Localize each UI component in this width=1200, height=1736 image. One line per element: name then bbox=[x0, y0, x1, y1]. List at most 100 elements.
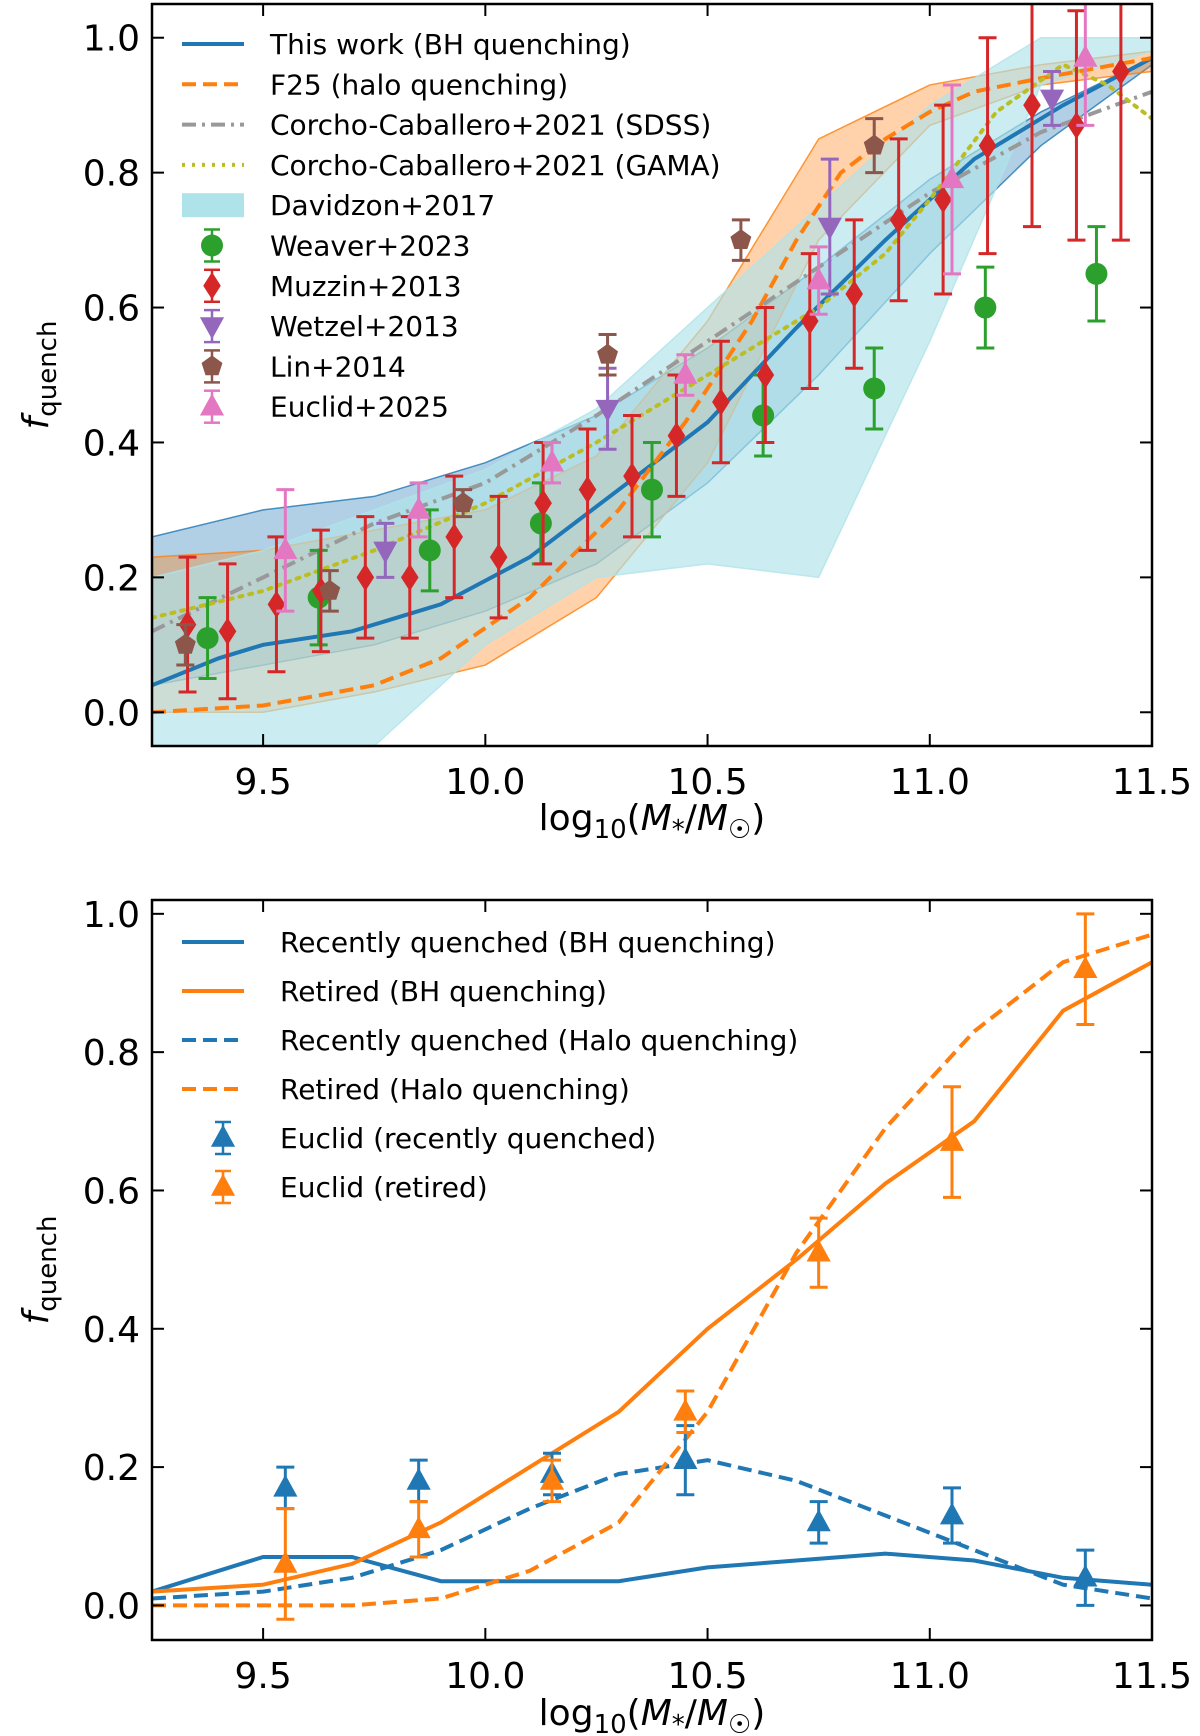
y-tick-label: 0.6 bbox=[83, 289, 140, 330]
legend-item-f25-halo-quenching: F25 (halo quenching) bbox=[182, 68, 568, 101]
y-tick-label: 0.0 bbox=[83, 693, 140, 734]
y-tick-label: 0.4 bbox=[83, 423, 140, 464]
data-point-euclid-2025 bbox=[273, 537, 298, 560]
legend-label: Retired (Halo quenching) bbox=[280, 1073, 630, 1106]
series-line-f25-halo-quenching bbox=[152, 56, 1152, 715]
data-point-euclid-retired bbox=[673, 1398, 698, 1421]
y-tick-label: 0.4 bbox=[83, 1310, 140, 1351]
legend-marker bbox=[201, 355, 223, 376]
x-tick-label: 10.0 bbox=[445, 762, 525, 803]
data-point-weaver-2023 bbox=[529, 512, 552, 535]
data-point-weaver-2023 bbox=[418, 539, 441, 562]
data-point-weaver-2023 bbox=[641, 478, 663, 501]
x-tick-label: 11.0 bbox=[890, 1656, 970, 1697]
data-point-lin-2014 bbox=[730, 229, 752, 249]
data-point-euclid-retired bbox=[406, 1516, 431, 1539]
legend-label: Retired (BH quenching) bbox=[280, 975, 607, 1008]
x-tick-label: 9.5 bbox=[234, 762, 291, 803]
legend-item-euclid-2025: Euclid+2025 bbox=[199, 389, 449, 424]
x-tick-label: 11.0 bbox=[890, 762, 970, 803]
x-tick-label: 10.5 bbox=[667, 762, 747, 803]
legend-swatch bbox=[182, 193, 244, 218]
series-line-retired-bh-quenching bbox=[152, 960, 1152, 1594]
y-axis-label: fquench bbox=[16, 321, 63, 430]
legend-label: Davidzon+2017 bbox=[270, 189, 495, 222]
data-point-muzzin-2013 bbox=[934, 185, 952, 214]
data-point-euclid-recently-quenched bbox=[806, 1509, 831, 1532]
data-point-muzzin-2013 bbox=[756, 361, 775, 389]
legend-label: F25 (halo quenching) bbox=[270, 68, 568, 101]
legend-label: Corcho-Caballero+2021 (SDSS) bbox=[270, 109, 711, 142]
legend-item-this-work-bh-quenching: This work (BH quenching) bbox=[182, 28, 631, 61]
legend-item-retired-bh-quenching: Retired (BH quenching) bbox=[182, 975, 607, 1008]
x-axis-label: log10(M*/M☉) bbox=[539, 798, 766, 845]
legend-label: Lin+2014 bbox=[270, 350, 406, 383]
legend-label: Euclid (recently quenched) bbox=[280, 1122, 656, 1155]
data-point-muzzin-2013 bbox=[578, 475, 597, 504]
x-tick-label: 10.5 bbox=[667, 1656, 747, 1697]
data-point-euclid-recently-quenched bbox=[673, 1446, 698, 1469]
x-tick-label: 9.5 bbox=[234, 1656, 291, 1697]
data-point-euclid-2025 bbox=[406, 496, 431, 519]
y-tick-label: 0.8 bbox=[83, 154, 140, 195]
data-point-euclid-2025 bbox=[806, 267, 831, 290]
axes-frame bbox=[150, 2, 1154, 748]
data-point-muzzin-2013 bbox=[978, 131, 997, 160]
data-point-euclid-recently-quenched bbox=[939, 1502, 965, 1525]
legend-marker bbox=[210, 1124, 236, 1147]
y-axis-label: fquench bbox=[16, 1216, 63, 1325]
series-line-retired-halo-quenching bbox=[152, 932, 1152, 1608]
legend-item-weaver-2023: Weaver+2023 bbox=[201, 228, 470, 263]
x-axis-label: log10(M*/M☉) bbox=[539, 1693, 766, 1736]
top-panel: 9.5 10.0 10.5 11.0 11.5 0.0 0.2 0.4 0.6 0.8 1.0 log… bbox=[16, 2, 1192, 845]
legend-item-recently-quenched-bh-quenching: Recently quenched (BH quenching) bbox=[182, 926, 776, 959]
data-point-euclid-recently-quenched bbox=[273, 1474, 298, 1497]
data-point-muzzin-2013 bbox=[1112, 57, 1130, 86]
axes-frame bbox=[150, 898, 1154, 1642]
y-tick-label: 1.0 bbox=[83, 895, 140, 936]
legend-label: Recently quenched (BH quenching) bbox=[280, 926, 776, 959]
y-tick-label: 0.2 bbox=[83, 1448, 140, 1489]
legend-item-wetzel-2013: Wetzel+2013 bbox=[199, 308, 459, 344]
x-tick-label: 11.5 bbox=[1112, 762, 1192, 803]
data-point-euclid-retired bbox=[939, 1128, 965, 1151]
legend-label: Euclid+2025 bbox=[270, 391, 449, 424]
x-tick-label: 10.0 bbox=[445, 1656, 525, 1697]
data-point-muzzin-2013 bbox=[712, 388, 730, 416]
legend-marker bbox=[199, 317, 225, 340]
legend-item-euclid-retired: Euclid (retired) bbox=[210, 1169, 488, 1205]
data-point-muzzin-2013 bbox=[400, 563, 419, 592]
legend: Recently quenched (BH quenching) Retired … bbox=[182, 926, 798, 1205]
data-point-lin-2014 bbox=[597, 343, 619, 364]
data-point-euclid-2025 bbox=[673, 361, 698, 384]
bottom-panel: 9.5 10.0 10.5 11.0 11.5 0.0 0.2 0.4 0.6 0.8 1.0 log… bbox=[16, 895, 1192, 1736]
plot-area bbox=[152, 912, 1152, 1621]
data-point-muzzin-2013 bbox=[489, 543, 508, 571]
data-point-muzzin-2013 bbox=[667, 421, 686, 450]
legend-label: Recently quenched (Halo quenching) bbox=[280, 1024, 798, 1057]
y-tick-label: 0.8 bbox=[83, 1033, 140, 1074]
data-point-muzzin-2013 bbox=[845, 280, 864, 308]
data-point-euclid-2025 bbox=[539, 449, 565, 472]
data-point-weaver-2023 bbox=[974, 296, 997, 319]
legend-marker bbox=[203, 272, 221, 300]
data-point-weaver-2023 bbox=[196, 627, 219, 650]
legend-label: Wetzel+2013 bbox=[270, 310, 459, 343]
data-point-euclid-2025 bbox=[1073, 44, 1098, 67]
legend-marker bbox=[201, 234, 223, 257]
data-point-euclid-recently-quenched bbox=[406, 1467, 431, 1490]
legend-label: Weaver+2023 bbox=[270, 230, 470, 263]
data-point-muzzin-2013 bbox=[445, 523, 464, 551]
legend-item-davidzon-2017: Davidzon+2017 bbox=[182, 189, 495, 222]
data-point-euclid-retired bbox=[273, 1550, 298, 1573]
data-point-euclid-retired bbox=[539, 1467, 565, 1490]
legend-item-corcho-caballero-2021-sdss: Corcho-Caballero+2021 (SDSS) bbox=[182, 109, 711, 142]
legend-item-euclid-recently-quenched: Euclid (recently quenched) bbox=[210, 1120, 656, 1156]
data-point-weaver-2023 bbox=[1085, 262, 1108, 285]
data-point-wetzel-2013 bbox=[595, 399, 620, 422]
data-point-muzzin-2013 bbox=[218, 617, 237, 646]
legend: This work (BH quenching) F25 (halo quench… bbox=[182, 28, 721, 424]
data-point-euclid-retired bbox=[806, 1239, 831, 1262]
data-point-weaver-2023 bbox=[863, 377, 886, 400]
